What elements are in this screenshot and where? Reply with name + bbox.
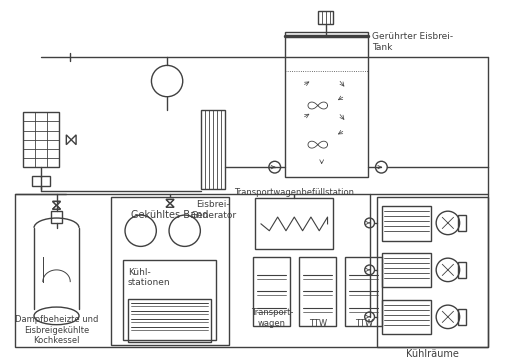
Text: Kühl-
stationen: Kühl- stationen	[128, 268, 170, 287]
Bar	[284, 32, 367, 177]
Circle shape	[364, 312, 374, 322]
Circle shape	[268, 161, 280, 173]
Circle shape	[435, 305, 459, 329]
Circle shape	[435, 211, 459, 235]
Text: Transport-
wagen: Transport- wagen	[250, 308, 292, 328]
Bar	[298, 257, 336, 326]
Bar	[382, 253, 430, 288]
Bar	[50, 211, 62, 223]
Text: Gekühltes Band: Gekühltes Band	[131, 210, 208, 220]
Polygon shape	[53, 201, 60, 205]
Bar	[457, 309, 465, 325]
Polygon shape	[166, 199, 174, 203]
Bar	[111, 197, 228, 345]
Text: Eisbrei-
Generator: Eisbrei- Generator	[190, 201, 236, 220]
Bar	[382, 206, 430, 241]
Polygon shape	[66, 135, 71, 145]
Polygon shape	[53, 205, 60, 209]
Bar	[255, 198, 333, 249]
Bar	[128, 299, 211, 342]
Bar	[16, 194, 487, 347]
Polygon shape	[53, 205, 60, 209]
Polygon shape	[166, 199, 174, 203]
Circle shape	[435, 258, 459, 282]
Circle shape	[364, 218, 374, 228]
Bar	[201, 110, 224, 189]
Text: Kühlräume: Kühlräume	[405, 349, 458, 359]
Circle shape	[375, 161, 386, 173]
Bar	[377, 197, 487, 347]
Polygon shape	[71, 135, 76, 145]
Bar	[252, 257, 290, 326]
Bar	[23, 112, 60, 167]
Bar	[457, 262, 465, 278]
Bar	[32, 176, 49, 186]
Bar	[382, 300, 430, 335]
Text: Transportwagenbefüllstation: Transportwagenbefüllstation	[234, 187, 353, 197]
Bar	[123, 260, 216, 340]
Circle shape	[151, 66, 182, 97]
Text: Gerührter Eisbrei-
Tank: Gerührter Eisbrei- Tank	[371, 32, 452, 52]
Polygon shape	[166, 203, 174, 207]
Circle shape	[125, 215, 156, 246]
Text: TTW: TTW	[308, 318, 326, 328]
Text: TTW: TTW	[354, 318, 372, 328]
Bar	[457, 215, 465, 231]
Polygon shape	[53, 201, 60, 205]
Circle shape	[169, 215, 200, 246]
Circle shape	[364, 265, 374, 275]
Bar	[317, 11, 333, 24]
Text: Dampfbeheizte und
Eisbreigekühlte
Kochkessel: Dampfbeheizte und Eisbreigekühlte Kochke…	[15, 316, 98, 345]
Polygon shape	[166, 203, 174, 207]
Bar	[344, 257, 382, 326]
